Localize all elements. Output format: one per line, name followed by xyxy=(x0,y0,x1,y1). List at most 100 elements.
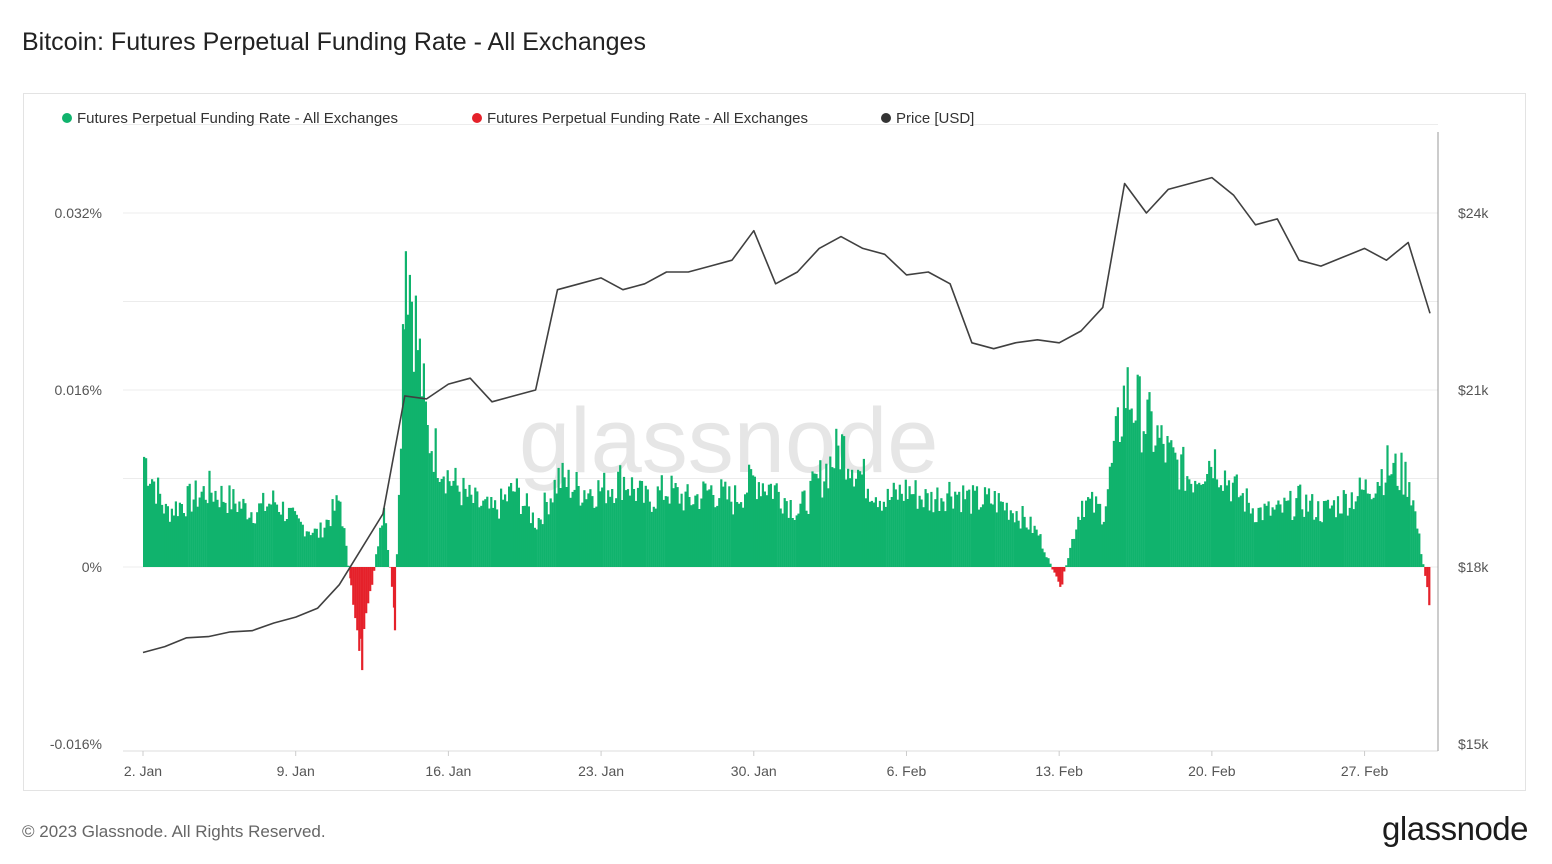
funding-bar xyxy=(628,495,632,567)
funding-bar xyxy=(492,507,495,567)
funding-bar xyxy=(424,401,427,567)
funding-bar xyxy=(222,501,225,567)
funding-bar xyxy=(260,503,263,567)
funding-bar xyxy=(674,483,677,567)
funding-bar xyxy=(1007,519,1010,567)
funding-bar xyxy=(825,463,828,567)
funding-bar xyxy=(1358,477,1361,567)
watermark: glassnode xyxy=(519,390,938,492)
funding-bar xyxy=(1196,484,1199,567)
funding-bar xyxy=(426,425,429,567)
funding-bar xyxy=(652,506,655,567)
funding-bar xyxy=(484,499,487,567)
funding-bar xyxy=(1263,503,1266,567)
funding-bar xyxy=(1309,500,1312,567)
funding-bar xyxy=(971,485,975,567)
funding-bar xyxy=(341,526,344,567)
funding-bar xyxy=(293,511,297,567)
funding-bar xyxy=(365,567,368,614)
legend-item[interactable]: Futures Perpetual Funding Rate - All Exc… xyxy=(472,110,808,127)
funding-bar xyxy=(1289,490,1292,567)
funding-bar xyxy=(186,486,189,567)
funding-bar xyxy=(268,503,271,567)
funding-bar xyxy=(738,503,741,567)
funding-bar xyxy=(442,476,445,567)
funding-bar xyxy=(1104,506,1107,567)
funding-bar xyxy=(508,486,511,567)
funding-bar xyxy=(1277,500,1280,567)
funding-bar xyxy=(202,486,205,567)
funding-bar xyxy=(397,494,401,567)
funding-bar xyxy=(184,516,187,567)
funding-bar xyxy=(682,510,685,567)
funding-bar xyxy=(1045,557,1048,567)
funding-bar xyxy=(1093,512,1096,567)
funding-bar xyxy=(1253,522,1256,567)
funding-bar xyxy=(206,503,209,567)
funding-bar xyxy=(557,467,560,567)
x-tick-label: 20. Feb xyxy=(1188,763,1236,779)
legend-item[interactable]: Price [USD] xyxy=(881,110,974,127)
funding-bar xyxy=(295,514,298,567)
funding-bar xyxy=(228,485,231,567)
funding-bar xyxy=(748,464,751,567)
funding-bar xyxy=(654,508,657,567)
funding-bar xyxy=(539,519,542,567)
funding-bar xyxy=(1322,501,1326,567)
funding-bar xyxy=(414,295,417,567)
funding-bar xyxy=(1162,443,1165,567)
funding-bar xyxy=(886,488,889,567)
funding-bar xyxy=(799,503,802,567)
funding-bar xyxy=(1106,489,1109,567)
price-line-layer xyxy=(142,176,1431,654)
legend-label: Futures Perpetual Funding Rate - All Exc… xyxy=(487,110,808,127)
funding-bar xyxy=(916,508,919,567)
funding-bar xyxy=(593,507,596,567)
funding-bar xyxy=(1142,431,1145,567)
funding-bar xyxy=(1128,409,1131,567)
funding-bar xyxy=(746,492,749,567)
funding-bar xyxy=(690,505,693,567)
funding-bar xyxy=(559,488,562,567)
funding-bar xyxy=(174,501,177,567)
funding-bar xyxy=(480,505,483,567)
funding-bar xyxy=(1320,522,1324,567)
funding-bar xyxy=(178,502,181,567)
funding-bar xyxy=(577,486,580,567)
funding-bar xyxy=(1031,533,1034,567)
funding-bar xyxy=(634,501,638,567)
funding-bar xyxy=(981,504,985,567)
funding-bar xyxy=(874,497,877,567)
funding-bar xyxy=(500,488,503,567)
funding-bar xyxy=(1223,470,1227,567)
funding-bar xyxy=(759,496,762,567)
funding-bar xyxy=(1152,451,1155,567)
funding-bar xyxy=(188,483,191,567)
funding-bar xyxy=(1208,460,1211,567)
funding-bar xyxy=(646,489,649,567)
funding-bar xyxy=(498,518,501,567)
funding-bar xyxy=(1160,425,1163,567)
y-right-tick-label: $24k xyxy=(1458,205,1489,221)
funding-bar xyxy=(1122,385,1125,567)
funding-bar xyxy=(680,493,683,567)
funding-bar xyxy=(1251,508,1254,567)
funding-bar xyxy=(648,501,651,567)
funding-bar xyxy=(504,494,507,567)
funding-bar xyxy=(1061,567,1064,585)
funding-bar xyxy=(432,471,435,567)
funding-bar xyxy=(519,514,522,567)
funding-bar xyxy=(581,502,584,567)
funding-bar xyxy=(1174,452,1177,567)
funding-bar xyxy=(1065,565,1068,567)
funding-bar xyxy=(161,504,164,567)
funding-bar xyxy=(291,507,295,567)
funding-bar xyxy=(692,504,695,567)
funding-bar xyxy=(343,528,346,567)
x-tick-label: 13. Feb xyxy=(1035,763,1083,779)
funding-bar xyxy=(999,501,1002,567)
funding-bar xyxy=(408,274,411,567)
legend-item[interactable]: Futures Perpetual Funding Rate - All Exc… xyxy=(62,110,398,127)
funding-bar xyxy=(1370,499,1373,567)
funding-bar xyxy=(928,510,931,567)
